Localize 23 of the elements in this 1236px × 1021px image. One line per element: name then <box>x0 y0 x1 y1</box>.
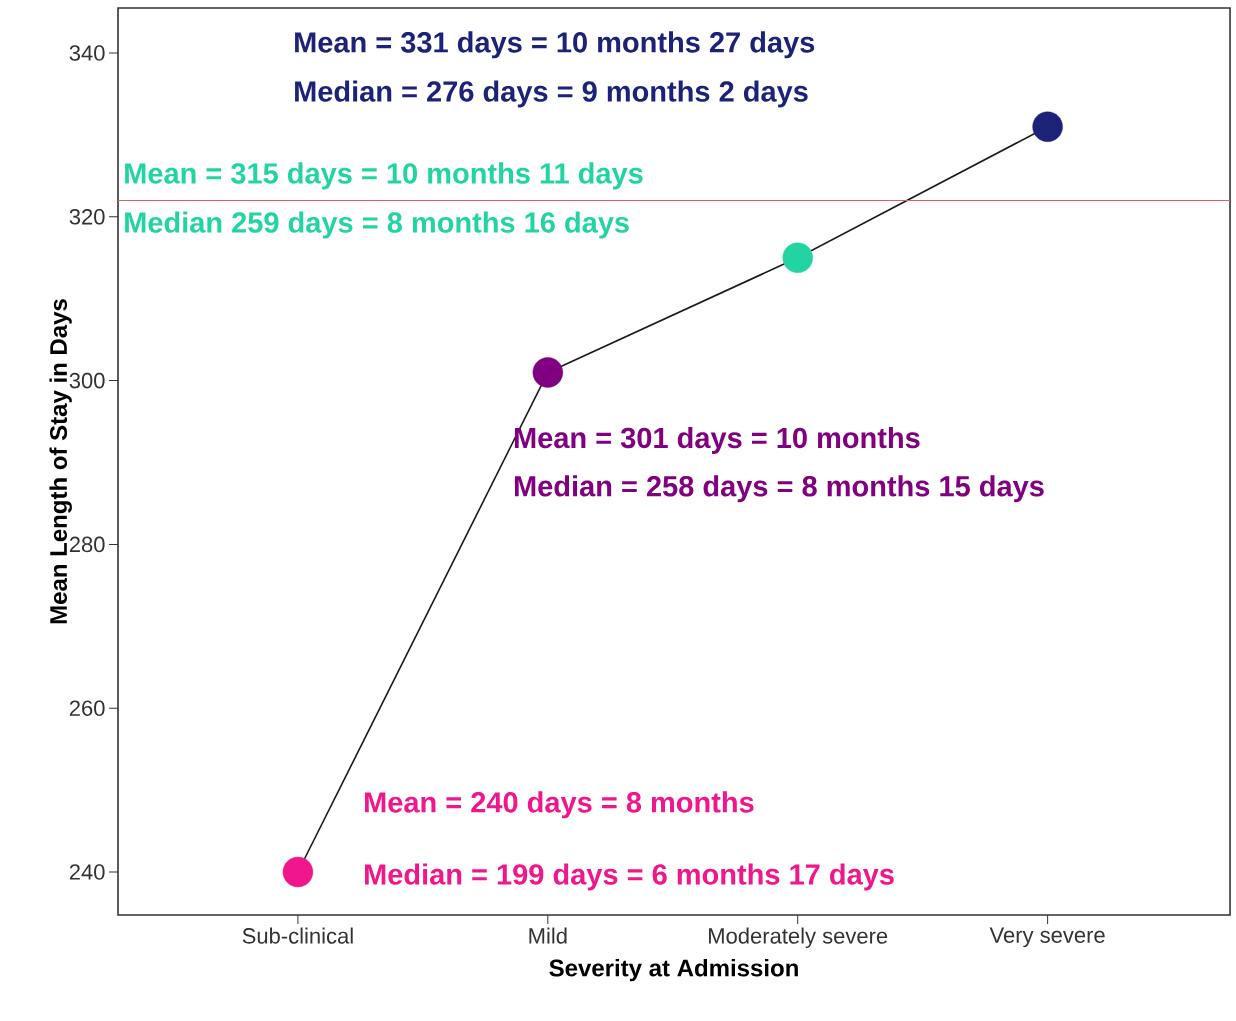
y-tick-label: 300 <box>69 372 105 389</box>
annotation: Mean = 315 days = 10 months 11 days <box>125 162 643 190</box>
annotation: Median = 258 days = 8 months 15 days <box>514 475 1044 503</box>
y-tick-label: 280 <box>69 536 105 553</box>
point <box>282 856 314 888</box>
point <box>1032 111 1063 142</box>
annotation: Mean = 301 days = 10 months <box>514 426 920 454</box>
y-tick-label: 240 <box>69 864 105 880</box>
y-tick-label: 260 <box>69 700 105 716</box>
y-tick-label: 320 <box>69 209 105 225</box>
x-tick-label: Very severe <box>989 927 1105 948</box>
x-tick-label: Sub-clinical <box>242 927 353 944</box>
x-tick-label: Moderately severe <box>709 927 888 949</box>
annotation: Median = 276 days = 9 months 2 days <box>295 80 808 108</box>
annotation: Median 259 days = 8 months 16 days <box>125 211 629 239</box>
y-tick-label: 340 <box>69 45 105 61</box>
x-axis-title: Severity at Admission <box>549 958 798 982</box>
x-tick-label: Mild <box>529 927 567 944</box>
annotation: Mean = 331 days = 10 months 27 days <box>295 31 815 59</box>
point <box>532 357 564 388</box>
annotation: Median = 199 days = 6 months 17 days <box>365 863 894 891</box>
point <box>782 242 813 273</box>
annotation: Mean = 240 days = 8 months <box>365 791 754 819</box>
